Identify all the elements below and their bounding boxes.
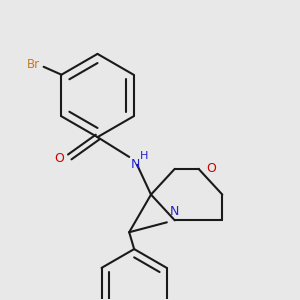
Text: O: O	[206, 162, 216, 175]
Text: O: O	[54, 152, 64, 165]
Text: H: H	[140, 151, 148, 161]
Text: N: N	[170, 206, 179, 218]
Text: N: N	[131, 158, 141, 171]
Text: Br: Br	[26, 58, 40, 71]
